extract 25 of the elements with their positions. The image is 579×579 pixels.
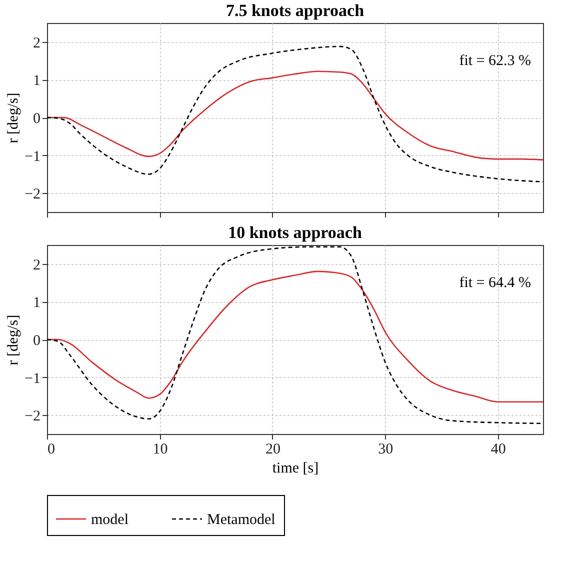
x-tick-label: 20 [265, 442, 280, 458]
x-tick-label: 0 [48, 442, 55, 458]
annotation: fit = 64.4 % [459, 275, 531, 291]
y-tick-label: 0 [33, 333, 40, 349]
y-tick-label: 2 [33, 257, 40, 274]
legend-label: Metamodel [207, 512, 276, 528]
y-tick-label: −1 [24, 370, 40, 387]
y-axis-title: r [deg/s] [6, 92, 22, 144]
line-series [46, 46, 544, 182]
chart-title: 10 knots approach [228, 223, 362, 242]
x-tick-label: 30 [378, 442, 394, 458]
x-tick-label: 40 [490, 442, 506, 458]
x-axis-title: time [s] [272, 460, 319, 476]
y-axis-title: r [deg/s] [6, 314, 22, 366]
y-tick-label: 2 [33, 35, 40, 52]
y-tick-label: −2 [24, 408, 40, 425]
y-tick-label: −1 [24, 148, 40, 165]
y-tick-label: 0 [33, 111, 40, 127]
legend-label: model [91, 512, 128, 528]
y-tick-label: 1 [33, 295, 40, 312]
annotation: fit = 62.3 % [459, 53, 531, 69]
chart-title: 7.5 knots approach [226, 1, 365, 20]
y-tick-label: −2 [24, 186, 40, 203]
y-tick-label: 1 [33, 73, 40, 90]
x-tick-label: 10 [152, 442, 168, 458]
